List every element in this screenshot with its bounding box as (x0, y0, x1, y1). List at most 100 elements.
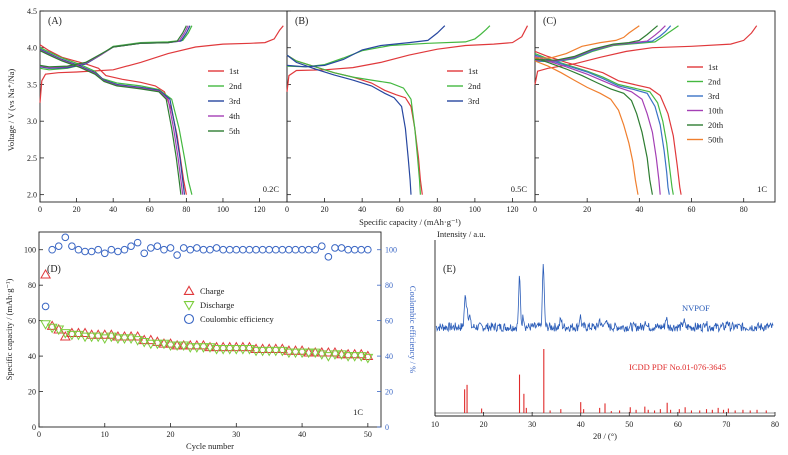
series-3rd-discharge-line (39, 48, 186, 195)
legend-label: 2nd (708, 77, 722, 87)
rate-label: 0.2C (263, 184, 280, 194)
legend-label: 1st (229, 66, 240, 76)
legend-label: 1st (708, 62, 719, 72)
discharge-point (46, 323, 58, 334)
x-tick-label: 100 (217, 205, 229, 214)
ce-point (133, 238, 142, 247)
ce-point (298, 245, 306, 254)
ce-point (344, 245, 352, 254)
ce-point (54, 242, 63, 250)
discharge-point (184, 343, 196, 353)
series-5th-charge-line (39, 25, 187, 68)
x-tick-label: 100 (469, 205, 481, 214)
x-tick-label: 60 (146, 205, 154, 214)
y2-tick-label: 20 (385, 388, 393, 397)
discharge-point (132, 336, 144, 346)
ce-point (245, 245, 254, 254)
x-tick-label: 60 (396, 205, 404, 214)
x-axis-label: Cycle number (186, 441, 234, 451)
ce-point (278, 245, 287, 254)
ce-point (265, 245, 273, 254)
charge-point (316, 346, 328, 357)
x-tick-label: 0 (38, 205, 42, 214)
ce-point (74, 245, 83, 254)
rate-label: 1C (757, 184, 767, 194)
discharge-point (362, 353, 374, 364)
ce-point (127, 242, 135, 250)
x-tick-label: 40 (298, 430, 306, 439)
discharge-point (197, 343, 209, 353)
discharge-point (257, 346, 269, 357)
discharge-point (112, 334, 124, 344)
legend-label: 10th (708, 106, 724, 116)
discharge-point (72, 330, 84, 341)
series-2nd-discharge-line (534, 53, 674, 195)
series-label: NVPOF (682, 303, 710, 313)
discharge-point (316, 350, 328, 360)
legend-label: 4th (229, 111, 241, 121)
discharge-point (59, 329, 71, 339)
y-tick-label: 40 (28, 352, 36, 361)
x-tick-label: 20 (480, 420, 488, 429)
discharge-point (158, 339, 170, 350)
x-tick-label: 30 (528, 420, 536, 429)
series-3rd-discharge-line (534, 54, 670, 195)
y-tick-label: 2.0 (27, 191, 37, 200)
y-tick-label: 80 (28, 281, 36, 290)
discharge-point (349, 352, 361, 362)
ce-point (350, 245, 359, 254)
x-tick-label: 40 (109, 205, 117, 214)
ce-point (140, 249, 149, 258)
x-tick-label: 20 (583, 205, 591, 214)
y-tick-label: 4.0 (27, 44, 37, 53)
discharge-point (230, 345, 242, 355)
legend-label: 2nd (229, 81, 243, 91)
discharge-point (355, 352, 367, 362)
discharge-point (204, 343, 216, 353)
discharge-point (217, 345, 229, 355)
y-tick-label: 3.5 (27, 80, 37, 89)
x-tick-label: 70 (722, 420, 730, 429)
series-10th-discharge-line (534, 55, 661, 195)
ce-point (179, 244, 188, 252)
series-2nd-discharge-line (286, 54, 421, 195)
rate-label: 0.5C (511, 184, 528, 194)
panel-label: (D) (47, 264, 61, 275)
discharge-point (79, 332, 91, 343)
ce-point (48, 245, 56, 254)
ce-point (318, 242, 326, 250)
panel-b: 0 20 40 60 80 100 120 (B) 0.5C 1st 2nd 3rd (285, 10, 536, 214)
y-tick-label: 20 (28, 388, 36, 397)
ce-point (193, 244, 201, 252)
x-tick-label: 40 (358, 205, 366, 214)
ce-point (285, 245, 293, 254)
discharge-point (125, 334, 137, 344)
discharge-point (243, 345, 255, 355)
discharge-point (336, 350, 348, 360)
x-tick-label: 40 (577, 420, 585, 429)
x-tick-label: 60 (688, 205, 696, 214)
charge-point (46, 320, 58, 330)
discharge-point (92, 332, 104, 343)
discharge-point (66, 330, 78, 341)
ce-point (206, 245, 214, 254)
plot-frame (39, 10, 288, 203)
ce-point (324, 253, 333, 261)
plot-frame (38, 231, 382, 428)
ce-point (291, 245, 300, 254)
legend-label: 5th (229, 126, 241, 136)
discharge-point (99, 334, 111, 344)
discharge-point (119, 334, 130, 344)
y2-tick-label: 80 (385, 281, 393, 290)
panel-label: (B) (295, 16, 308, 27)
y2-tick-label: 60 (385, 317, 393, 326)
discharge-point (237, 345, 249, 355)
ce-point (87, 247, 96, 256)
discharge-point (165, 341, 177, 352)
ce-point (94, 245, 102, 254)
ce-point (173, 251, 181, 259)
rate-label: 1C (353, 407, 363, 417)
ce-point (166, 244, 175, 252)
legend-label: 1st (468, 66, 479, 76)
